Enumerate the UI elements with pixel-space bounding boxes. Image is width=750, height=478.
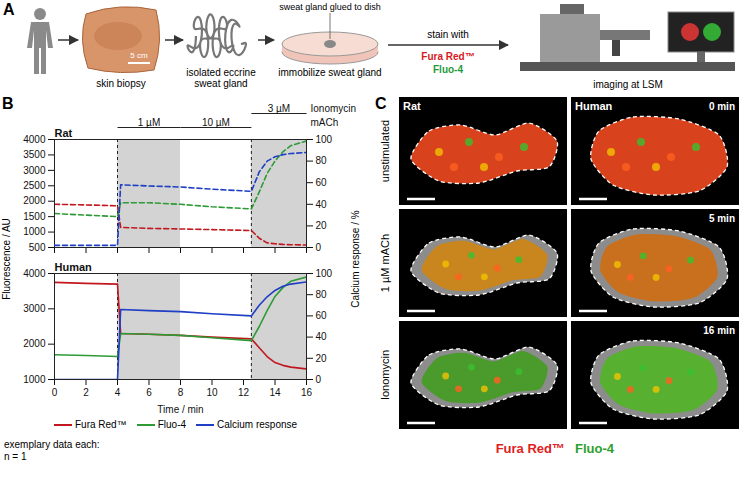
svg-text:10 µM: 10 µM	[202, 117, 230, 128]
svg-text:3000: 3000	[23, 303, 46, 314]
svg-text:1 µM mACh: 1 µM mACh	[379, 234, 391, 292]
svg-text:Fluo-4: Fluo-4	[575, 441, 615, 456]
svg-text:mACh: mACh	[311, 117, 339, 128]
svg-text:8: 8	[178, 387, 184, 398]
svg-text:1500: 1500	[23, 211, 46, 222]
svg-text:10: 10	[206, 387, 218, 398]
svg-text:80: 80	[316, 289, 328, 300]
svg-text:sweat gland glued to dish: sweat gland glued to dish	[279, 2, 381, 12]
svg-text:immobilize sweat gland: immobilize sweat gland	[278, 67, 381, 78]
svg-text:4000: 4000	[23, 268, 46, 279]
svg-text:4000: 4000	[23, 134, 46, 145]
html-text:B: B	[2, 95, 14, 112]
svg-text:Ionomycin: Ionomycin	[379, 350, 391, 400]
svg-text:3 µM: 3 µM	[268, 103, 290, 114]
svg-text:60: 60	[316, 310, 328, 321]
svg-text:Rat: Rat	[55, 127, 73, 139]
svg-text:Rat: Rat	[403, 100, 421, 112]
svg-text:5 cm: 5 cm	[130, 51, 148, 60]
svg-text:20: 20	[316, 220, 328, 231]
svg-text:imaging at LSM: imaging at LSM	[593, 79, 662, 90]
svg-text:14: 14	[269, 387, 281, 398]
svg-text:40: 40	[316, 331, 328, 342]
svg-text:5 min: 5 min	[709, 213, 735, 224]
svg-text:Fura Red™: Fura Red™	[496, 441, 565, 456]
svg-text:isolated eccrinesweat gland: isolated eccrinesweat gland	[186, 67, 256, 89]
svg-text:stain with: stain with	[427, 29, 469, 40]
svg-text:2500: 2500	[23, 180, 46, 191]
svg-text:Human: Human	[575, 100, 613, 112]
svg-text:0: 0	[52, 387, 58, 398]
svg-text:skin biopsy: skin biopsy	[96, 78, 145, 89]
html-text:Calcium response: Calcium response	[217, 419, 298, 430]
svg-text:12: 12	[238, 387, 250, 398]
svg-text:20: 20	[316, 353, 328, 364]
svg-text:Ionomycin: Ionomycin	[311, 103, 357, 114]
svg-text:100: 100	[316, 268, 333, 279]
svg-text:80: 80	[316, 155, 328, 166]
svg-text:Human: Human	[55, 261, 93, 273]
svg-text:Fura Red™: Fura Red™	[421, 51, 474, 62]
svg-text:3000: 3000	[23, 165, 46, 176]
svg-text:0 min: 0 min	[709, 101, 735, 112]
svg-text:500: 500	[29, 242, 46, 253]
html-text:Calcium response / %: Calcium response / %	[350, 210, 361, 308]
html-text:Fluorescence / AU: Fluorescence / AU	[1, 218, 12, 300]
svg-text:2000: 2000	[23, 338, 46, 349]
svg-text:A: A	[3, 1, 15, 18]
svg-text:60: 60	[316, 177, 328, 188]
svg-text:16: 16	[301, 387, 313, 398]
svg-text:0: 0	[316, 374, 322, 385]
html-text:Fura Red™: Fura Red™	[75, 419, 127, 430]
svg-text:6: 6	[146, 387, 152, 398]
svg-text:40: 40	[316, 199, 328, 210]
svg-text:1000: 1000	[23, 374, 46, 385]
svg-text:Time / min: Time / min	[157, 404, 203, 415]
svg-text:2: 2	[83, 387, 89, 398]
svg-text:unstimulated: unstimulated	[379, 120, 391, 182]
svg-text:1 µM: 1 µM	[138, 117, 160, 128]
svg-text:4: 4	[115, 387, 121, 398]
svg-text:3500: 3500	[23, 149, 46, 160]
svg-text:1000: 1000	[23, 226, 46, 237]
svg-text:2000: 2000	[23, 195, 46, 206]
html-text:exemplary data each: n = 1: exemplary data each: n = 1	[4, 439, 100, 462]
svg-text:100: 100	[316, 134, 333, 145]
svg-text:0: 0	[316, 242, 322, 253]
html-text:Fluo-4: Fluo-4	[157, 419, 186, 430]
svg-text:C: C	[375, 95, 387, 112]
svg-text:Fluo-4: Fluo-4	[433, 64, 463, 75]
svg-text:16 min: 16 min	[703, 325, 735, 336]
